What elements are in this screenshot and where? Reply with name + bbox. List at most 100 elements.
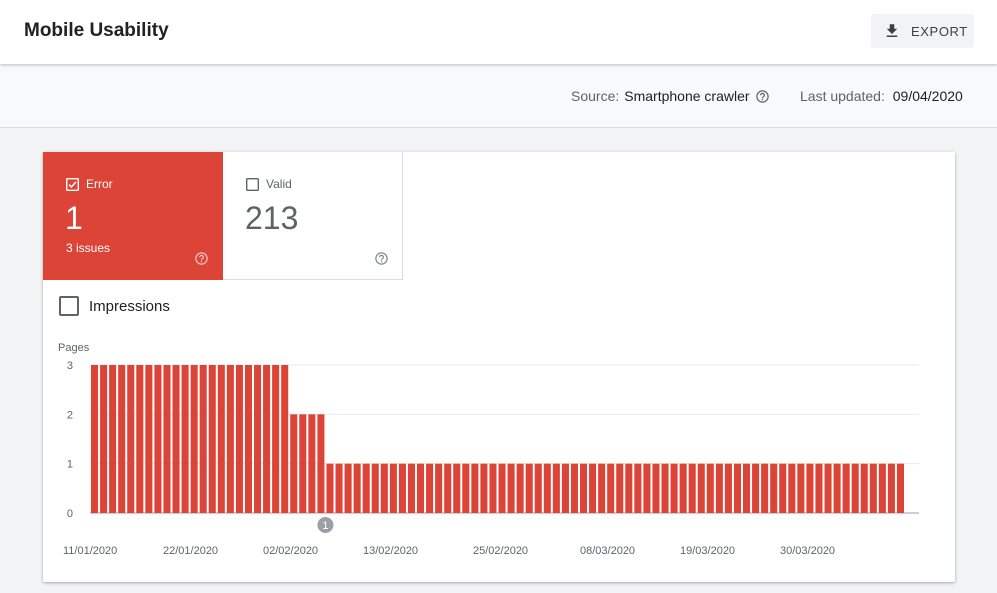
chart-bar[interactable] bbox=[652, 463, 660, 513]
valid-tile[interactable]: Valid 213 bbox=[223, 152, 403, 280]
chart-bar[interactable] bbox=[507, 463, 515, 513]
chart-bar[interactable] bbox=[788, 463, 796, 513]
chart-bar[interactable] bbox=[154, 365, 162, 513]
chart-bar[interactable] bbox=[353, 463, 361, 513]
chart-bar[interactable] bbox=[326, 463, 334, 513]
checkbox-icon[interactable] bbox=[246, 177, 259, 191]
chart-bar[interactable] bbox=[190, 365, 198, 513]
impressions-toggle[interactable]: Impressions bbox=[59, 296, 170, 316]
chart-bar[interactable] bbox=[344, 463, 352, 513]
chart-bar[interactable] bbox=[371, 463, 379, 513]
chart-bar[interactable] bbox=[525, 463, 533, 513]
chart-bar[interactable] bbox=[679, 463, 687, 513]
chart-bar[interactable] bbox=[145, 365, 153, 513]
chart-bar[interactable] bbox=[100, 365, 108, 513]
chart-bar[interactable] bbox=[471, 463, 479, 513]
chart-bar[interactable] bbox=[543, 463, 551, 513]
chart-bar[interactable] bbox=[724, 463, 732, 513]
chart-bar[interactable] bbox=[697, 463, 705, 513]
chart-bar[interactable] bbox=[91, 365, 99, 513]
chart-bar[interactable] bbox=[417, 463, 425, 513]
chart-bar[interactable] bbox=[136, 365, 144, 513]
chart-bar[interactable] bbox=[389, 463, 397, 513]
chart-bar[interactable] bbox=[616, 463, 624, 513]
chart-bar[interactable] bbox=[317, 414, 325, 513]
chart-bar[interactable] bbox=[407, 463, 415, 513]
chart-bar[interactable] bbox=[688, 463, 696, 513]
chart-bar[interactable] bbox=[824, 463, 832, 513]
chart-bar[interactable] bbox=[281, 365, 289, 513]
chart-bar[interactable] bbox=[580, 463, 588, 513]
chart-bar[interactable] bbox=[552, 463, 560, 513]
chart-bar[interactable] bbox=[118, 365, 126, 513]
chart-bar[interactable] bbox=[625, 463, 633, 513]
chart-bar[interactable] bbox=[589, 463, 597, 513]
chart-bar[interactable] bbox=[670, 463, 678, 513]
chart-bar[interactable] bbox=[217, 365, 225, 513]
chart-bar[interactable] bbox=[815, 463, 823, 513]
chart-bar[interactable] bbox=[706, 463, 714, 513]
chart-bar[interactable] bbox=[398, 463, 406, 513]
chart-bar[interactable] bbox=[181, 365, 189, 513]
chart-bar[interactable] bbox=[797, 463, 805, 513]
help-icon[interactable] bbox=[755, 89, 770, 104]
chart-bar[interactable] bbox=[362, 463, 370, 513]
chart-bar[interactable] bbox=[299, 414, 307, 513]
chart-bar[interactable] bbox=[752, 463, 760, 513]
export-button[interactable]: EXPORT bbox=[871, 14, 974, 48]
chart-bar[interactable] bbox=[860, 463, 868, 513]
chart-bar[interactable] bbox=[534, 463, 542, 513]
chart-bar[interactable] bbox=[435, 463, 443, 513]
chart-bar[interactable] bbox=[715, 463, 723, 513]
chart-bar[interactable] bbox=[244, 365, 252, 513]
chart-bar[interactable] bbox=[516, 463, 524, 513]
chart-bar[interactable] bbox=[607, 463, 615, 513]
chart-bar[interactable] bbox=[127, 365, 135, 513]
checkbox-checked-icon[interactable] bbox=[66, 177, 79, 191]
chart-bar[interactable] bbox=[661, 463, 669, 513]
chart-bar[interactable] bbox=[235, 365, 243, 513]
help-icon[interactable] bbox=[194, 251, 209, 266]
chart-bar[interactable] bbox=[444, 463, 452, 513]
chart-bar[interactable] bbox=[172, 365, 180, 513]
help-icon[interactable] bbox=[374, 251, 389, 266]
chart-bar[interactable] bbox=[761, 463, 769, 513]
chart-bar[interactable] bbox=[163, 365, 171, 513]
impressions-checkbox[interactable] bbox=[59, 296, 79, 316]
chart-bar[interactable] bbox=[887, 463, 895, 513]
chart-bar[interactable] bbox=[109, 365, 117, 513]
chart-bar[interactable] bbox=[842, 463, 850, 513]
chart-bar[interactable] bbox=[561, 463, 569, 513]
chart-bar[interactable] bbox=[263, 365, 271, 513]
chart-bar[interactable] bbox=[598, 463, 606, 513]
chart-bar[interactable] bbox=[643, 463, 651, 513]
chart-bar[interactable] bbox=[226, 365, 234, 513]
chart-bar[interactable] bbox=[896, 463, 904, 513]
chart-bar[interactable] bbox=[489, 463, 497, 513]
chart-bar[interactable] bbox=[634, 463, 642, 513]
chart-bar[interactable] bbox=[743, 463, 751, 513]
chart-bar[interactable] bbox=[570, 463, 578, 513]
chart-bar[interactable] bbox=[380, 463, 388, 513]
chart-bar[interactable] bbox=[480, 463, 488, 513]
chart-bar[interactable] bbox=[779, 463, 787, 513]
chart-bar[interactable] bbox=[833, 463, 841, 513]
annotation-dot[interactable] bbox=[317, 517, 334, 533]
chart-bar[interactable] bbox=[453, 463, 461, 513]
chart-bar[interactable] bbox=[498, 463, 506, 513]
chart-bar[interactable] bbox=[878, 463, 886, 513]
chart-bar[interactable] bbox=[208, 365, 216, 513]
chart-bar[interactable] bbox=[770, 463, 778, 513]
chart-bar[interactable] bbox=[254, 365, 262, 513]
chart-bar[interactable] bbox=[462, 463, 470, 513]
error-tile[interactable]: Error 1 3 issues bbox=[43, 152, 223, 280]
chart-bar[interactable] bbox=[733, 463, 741, 513]
annotation-marker[interactable]: 1 bbox=[317, 517, 334, 533]
chart-bar[interactable] bbox=[806, 463, 814, 513]
chart-bar[interactable] bbox=[290, 414, 298, 513]
chart-bar[interactable] bbox=[199, 365, 207, 513]
chart-bar[interactable] bbox=[426, 463, 434, 513]
chart-bar[interactable] bbox=[308, 414, 316, 513]
chart-bar[interactable] bbox=[335, 463, 343, 513]
chart-bar[interactable] bbox=[851, 463, 859, 513]
